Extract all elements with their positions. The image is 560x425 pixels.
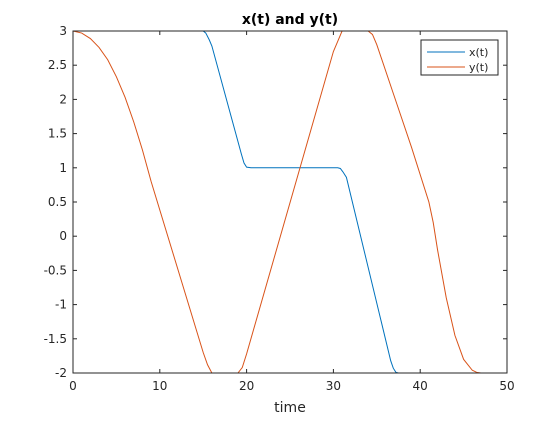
- y-tick-label: 2.5: [48, 58, 67, 72]
- chart-title: x(t) and y(t): [242, 12, 338, 28]
- series-line-x: [73, 30, 507, 374]
- y-tick-label: 0.5: [48, 195, 67, 209]
- y-tick-label: 0: [59, 229, 67, 243]
- x-tick-label: 30: [326, 379, 341, 393]
- x-axis-label: time: [274, 400, 306, 416]
- series-layer: [72, 30, 507, 374]
- legend-box: [420, 39, 499, 76]
- y-tick-label: -1: [55, 298, 67, 312]
- y-tick-label: -2: [55, 366, 67, 380]
- x-tick-label: 10: [152, 379, 167, 393]
- x-tick-label: 0: [69, 379, 77, 393]
- y-tick-label: 1.5: [48, 127, 67, 141]
- x-tick-label: 50: [499, 379, 514, 393]
- x-tick-label: 20: [239, 379, 254, 393]
- ticks-layer: 0 10 20 30 40 50 -2 -1.5 -1 -0.5 0 0.5 1 1.5 2 2.5 3: [44, 24, 515, 393]
- y-tick-label: 2: [59, 92, 67, 106]
- y-tick-label: 1: [59, 161, 67, 175]
- legend-label-x: x(t): [469, 46, 488, 59]
- y-tick-label: -1.5: [44, 332, 67, 346]
- x-tick-label: 40: [413, 379, 428, 393]
- series-line-y: [72, 30, 507, 374]
- legend-label-y: y(t): [469, 61, 488, 74]
- y-tick-label: 3: [59, 24, 67, 38]
- y-tick-label: -0.5: [44, 263, 67, 277]
- legend: x(t) y(t): [420, 39, 499, 76]
